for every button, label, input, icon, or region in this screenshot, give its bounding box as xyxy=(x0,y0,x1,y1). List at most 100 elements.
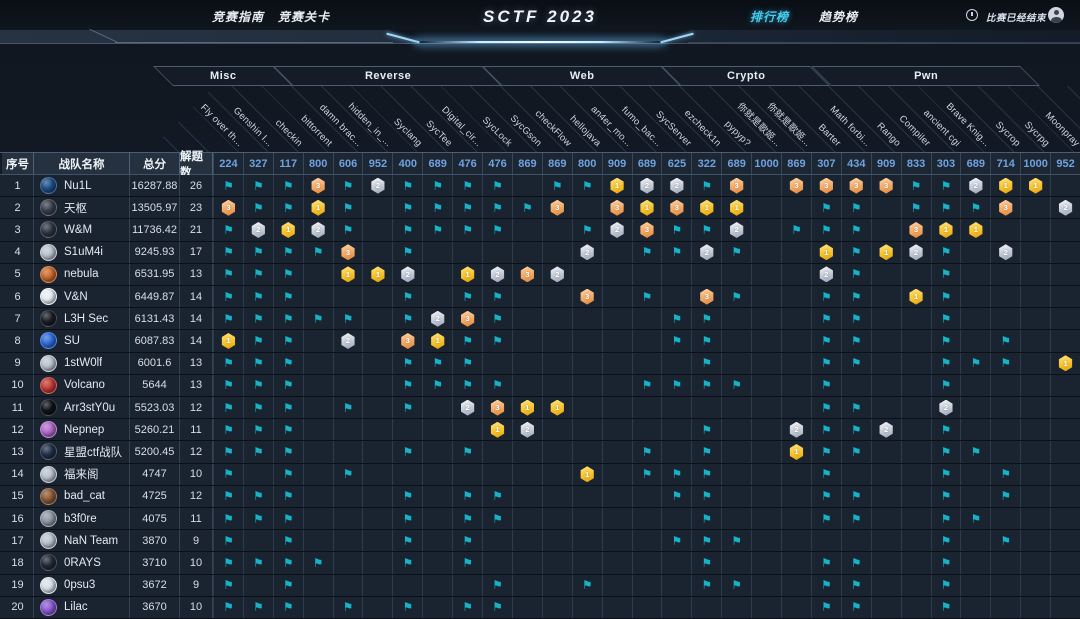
challenge-cell xyxy=(990,508,1020,530)
challenge-cell xyxy=(601,596,632,618)
challenge-points-header: 1000 xyxy=(751,153,782,174)
solved-flag-icon: ⚑ xyxy=(252,289,264,304)
challenge-cell xyxy=(781,263,811,285)
challenge-cell: ⚑ xyxy=(452,219,482,241)
challenge-cell: ⚑ xyxy=(422,374,452,396)
challenge-cell xyxy=(242,530,273,552)
challenge-cell xyxy=(362,330,392,352)
challenge-cell xyxy=(422,441,452,463)
solved-flag-icon: ⚑ xyxy=(940,422,952,437)
challenge-cell: ⚑ xyxy=(392,374,422,396)
challenge-cell: ⚑ xyxy=(392,219,422,241)
tab-trend[interactable]: 趋势榜 xyxy=(819,10,859,24)
solved-flag-icon: ⚑ xyxy=(342,178,354,193)
challenge-cell xyxy=(511,308,542,330)
team-cell: NaN Team xyxy=(34,530,130,552)
challenge-cell xyxy=(1020,552,1050,574)
score-cell: 4747 xyxy=(130,463,180,485)
challenge-cell xyxy=(960,286,990,308)
challenge-cell xyxy=(751,397,781,419)
challenge-cell xyxy=(631,508,662,530)
challenge-points-header: 909 xyxy=(870,153,901,174)
challenge-cell xyxy=(601,441,632,463)
challenge-cell: 1 xyxy=(1050,352,1080,374)
rank-cell: 11 xyxy=(2,397,34,419)
first-blood-badge: 1 xyxy=(341,266,355,283)
team-cell: 0psu3 xyxy=(34,574,130,596)
solved-flag-icon: ⚑ xyxy=(223,533,234,548)
challenge-cell xyxy=(541,219,572,241)
challenge-cell xyxy=(541,552,572,574)
second-blood-badge: 2 xyxy=(879,421,893,438)
challenge-cell: 2 xyxy=(990,241,1020,263)
challenge-cell: ⚑ xyxy=(392,308,422,330)
challenge-cell: ⚑ xyxy=(930,286,961,308)
nav-item-guide[interactable]: 竞赛指南 xyxy=(212,10,265,24)
solved-flag-icon: ⚑ xyxy=(252,311,264,326)
challenge-cell: ⚑ xyxy=(392,286,422,308)
first-blood-badge: 1 xyxy=(431,332,445,349)
solved-flag-icon: ⚑ xyxy=(910,178,922,193)
category-crypto: Crypto xyxy=(661,66,831,86)
challenge-points-header: 303 xyxy=(930,153,961,174)
rank-cell: 9 xyxy=(2,352,34,374)
solved-flag-icon: ⚑ xyxy=(970,200,982,215)
solved-flag-icon: ⚑ xyxy=(731,578,743,593)
score-cell: 6131.43 xyxy=(130,308,180,330)
solved-flag-icon: ⚑ xyxy=(850,333,862,348)
challenge-cell: 1 xyxy=(870,241,901,263)
challenge-cell: ⚑ xyxy=(213,441,243,463)
challenge-cell xyxy=(511,286,542,308)
team-avatar xyxy=(40,399,57,417)
challenge-cell xyxy=(422,463,452,485)
challenge-cell: ⚑ xyxy=(213,374,243,396)
solved-flag-icon: ⚑ xyxy=(252,200,264,215)
solved-count-cell: 12 xyxy=(180,441,213,463)
challenge-cell: 3 xyxy=(601,197,632,219)
solved-flag-icon: ⚑ xyxy=(342,200,354,215)
challenge-cell xyxy=(751,330,781,352)
challenge-cell xyxy=(1050,463,1080,485)
nav-item-levels[interactable]: 竞赛关卡 xyxy=(278,10,331,24)
team-cell: 0RAYS xyxy=(34,552,130,574)
challenge-cell: ⚑ xyxy=(392,485,422,507)
team-name: 福来阁 xyxy=(64,469,99,482)
challenge-cell xyxy=(781,286,811,308)
challenge-cell: ⚑ xyxy=(661,463,691,485)
first-blood-badge: 1 xyxy=(640,199,654,216)
score-cell: 6001.6 xyxy=(130,352,180,374)
solved-flag-icon: ⚑ xyxy=(850,311,862,326)
team-name: Arr3stY0u xyxy=(64,401,116,414)
rank-cell: 2 xyxy=(2,197,34,219)
solved-flag-icon: ⚑ xyxy=(462,222,473,237)
user-avatar-icon[interactable] xyxy=(1048,7,1064,23)
challenge-cell xyxy=(1050,219,1080,241)
solved-flag-icon: ⚑ xyxy=(641,444,653,459)
team-cell: 天枢 xyxy=(34,197,130,219)
challenge-cell xyxy=(242,574,273,596)
team-avatar xyxy=(40,332,57,350)
challenge-cell: ⚑ xyxy=(691,552,721,574)
solved-flag-icon: ⚑ xyxy=(223,356,234,371)
challenge-cell xyxy=(960,463,990,485)
challenge-cell xyxy=(781,508,811,530)
solved-flag-icon: ⚑ xyxy=(462,511,473,526)
challenge-cell: ⚑ xyxy=(302,308,333,330)
challenge-cell xyxy=(601,574,632,596)
challenge-cell xyxy=(1050,241,1080,263)
second-blood-badge: 2 xyxy=(520,421,534,438)
challenge-cell xyxy=(870,485,901,507)
challenge-cell: 1 xyxy=(810,241,841,263)
team-cell: 福来阁 xyxy=(34,463,130,485)
challenge-cell: ⚑ xyxy=(272,352,303,374)
challenge-cell: ⚑ xyxy=(482,574,512,596)
team-avatar xyxy=(40,288,57,306)
score-cell: 6531.95 xyxy=(130,263,180,285)
solved-flag-icon: ⚑ xyxy=(731,378,743,393)
tab-ranking[interactable]: 排行榜 xyxy=(750,10,790,24)
challenge-points-header: 869 xyxy=(511,153,542,174)
solved-count-cell: 10 xyxy=(180,552,213,574)
second-blood-badge: 2 xyxy=(640,177,654,194)
challenge-cell: ⚑ xyxy=(661,485,691,507)
solved-flag-icon: ⚑ xyxy=(462,600,473,615)
